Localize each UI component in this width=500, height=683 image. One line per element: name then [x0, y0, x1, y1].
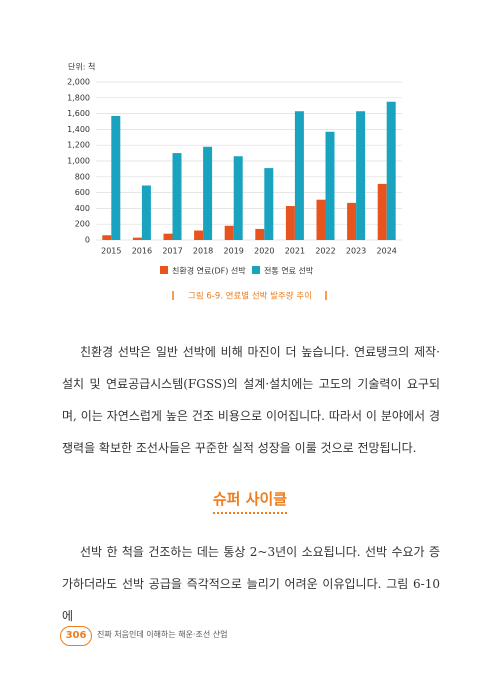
- legend-swatch: [252, 266, 260, 274]
- bar: [203, 146, 213, 240]
- bar: [347, 202, 357, 240]
- bar: [163, 233, 173, 240]
- bar: [264, 168, 274, 240]
- bar: [141, 185, 151, 240]
- y-tick-label: 1,000: [67, 157, 90, 166]
- bar: [377, 183, 387, 240]
- x-tick-label: 2018: [193, 247, 213, 256]
- y-tick-label: 2,000: [67, 78, 90, 87]
- bar: [316, 199, 326, 240]
- bar: [194, 230, 204, 240]
- legend-label: 친환경 연료(DF) 선박: [172, 266, 246, 276]
- x-tick-label: 2021: [285, 247, 305, 256]
- y-tick-label: 1,800: [67, 93, 90, 102]
- x-tick-label: 2017: [162, 247, 182, 256]
- x-tick-label: 2022: [315, 247, 335, 256]
- heading-text: 슈퍼 사이클: [212, 490, 288, 514]
- unit-label: 단위: 척: [68, 62, 95, 72]
- book-title: 진짜 처음인데 이해하는 해운·조선 산업: [97, 630, 228, 639]
- section-heading: 슈퍼 사이클: [0, 488, 500, 514]
- page-number: 306: [60, 626, 92, 646]
- legend-label: 전통 연료 선박: [264, 266, 314, 276]
- bar: [172, 153, 182, 240]
- bar: [325, 131, 335, 240]
- bar: [224, 225, 234, 240]
- x-tick-label: 2020: [254, 247, 274, 256]
- bar: [102, 235, 112, 240]
- y-tick-label: 600: [75, 188, 90, 197]
- paragraph: 선박 한 척을 건조하는 데는 통상 2~3년이 소요됩니다. 선박 수요가 증…: [62, 545, 440, 623]
- paragraph: 친환경 선박은 일반 선박에 비해 마진이 더 높습니다. 연료탱크의 제작·설…: [62, 345, 440, 455]
- x-tick-label: 2015: [101, 247, 121, 256]
- x-tick-label: 2016: [132, 247, 152, 256]
- x-tick-label: 2023: [346, 247, 366, 256]
- y-tick-label: 1,600: [67, 109, 90, 118]
- y-tick-label: 1,400: [67, 125, 90, 134]
- bar: [233, 156, 243, 240]
- legend-swatch: [160, 266, 168, 274]
- y-tick-label: 1,200: [67, 141, 90, 150]
- chart-caption: 그림 6-9. 연료별 선박 발주량 추이: [188, 291, 312, 302]
- bar: [386, 101, 396, 240]
- bar: [111, 115, 121, 240]
- y-tick-label: 800: [75, 172, 90, 181]
- y-tick-label: 400: [75, 204, 90, 213]
- y-tick-label: 200: [75, 220, 90, 229]
- bar: [294, 111, 304, 240]
- bar: [132, 237, 142, 240]
- bar: [356, 111, 366, 240]
- bar: [255, 228, 265, 240]
- x-tick-label: 2019: [224, 247, 244, 256]
- bar: [285, 206, 295, 240]
- y-tick-label: 0: [85, 236, 90, 245]
- chart: 단위: 척 0 200 400 600 800 1,000 1,200 1,400 1,600 1…: [67, 62, 402, 302]
- x-tick-label: 2024: [377, 247, 397, 256]
